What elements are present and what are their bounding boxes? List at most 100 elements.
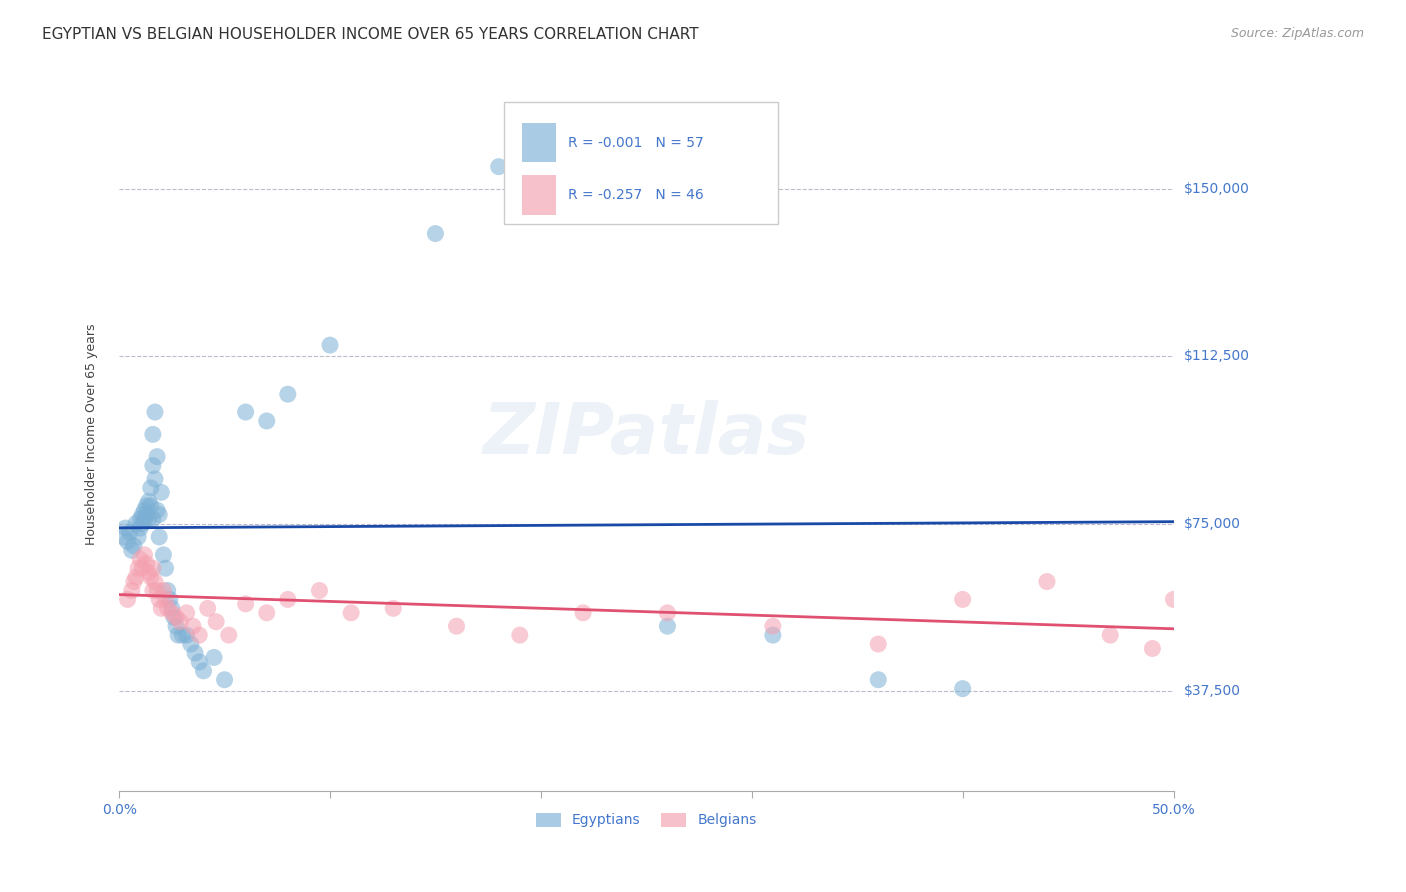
Point [148, 530, 170, 544]
Point [180, 637, 202, 651]
Point [509, 628, 531, 642]
Point [152, 583, 174, 598]
Point [1099, 628, 1122, 642]
Point [340, 606, 363, 620]
Point [446, 619, 468, 633]
Point [125, 570, 148, 584]
Point [167, 628, 190, 642]
Point [150, 601, 173, 615]
Point [169, 615, 191, 629]
Text: $150,000: $150,000 [1184, 182, 1250, 196]
Point [657, 619, 679, 633]
Point [165, 610, 187, 624]
Point [308, 583, 330, 598]
Point [1036, 574, 1059, 589]
Point [202, 650, 225, 665]
Point [218, 628, 240, 642]
Point [135, 499, 157, 513]
Point [163, 610, 186, 624]
Point [256, 606, 278, 620]
Point [382, 601, 405, 615]
Point [868, 673, 890, 687]
Point [138, 512, 160, 526]
Point [176, 606, 198, 620]
Point [176, 628, 198, 642]
Point [127, 530, 149, 544]
Point [165, 619, 187, 633]
FancyBboxPatch shape [522, 123, 555, 162]
Text: R = -0.001   N = 57: R = -0.001 N = 57 [568, 136, 704, 150]
Point [235, 597, 257, 611]
Point [181, 619, 204, 633]
Point [572, 606, 595, 620]
Point [160, 601, 183, 615]
Text: Source: ZipAtlas.com: Source: ZipAtlas.com [1230, 27, 1364, 40]
Point [112, 530, 135, 544]
Point [143, 405, 166, 419]
Point [129, 521, 152, 535]
Point [188, 655, 211, 669]
Point [142, 561, 165, 575]
Point [142, 583, 165, 598]
Point [148, 508, 170, 522]
Point [256, 414, 278, 428]
Y-axis label: Householder Income Over 65 years: Householder Income Over 65 years [86, 324, 98, 545]
Point [131, 561, 153, 575]
Point [488, 160, 510, 174]
Point [197, 601, 219, 615]
Point [134, 503, 156, 517]
Point [129, 552, 152, 566]
Text: $112,500: $112,500 [1184, 350, 1250, 363]
Point [277, 592, 299, 607]
Point [131, 508, 153, 522]
Point [184, 646, 207, 660]
Point [118, 525, 141, 540]
Text: R = -0.257   N = 46: R = -0.257 N = 46 [568, 188, 704, 202]
Point [952, 681, 974, 696]
Point [156, 583, 179, 598]
Point [117, 592, 139, 607]
Point [868, 637, 890, 651]
Point [155, 592, 177, 607]
Point [762, 619, 785, 633]
Point [1142, 641, 1164, 656]
Point [122, 574, 145, 589]
Point [172, 628, 194, 642]
Point [205, 615, 228, 629]
Text: $75,000: $75,000 [1184, 516, 1241, 531]
Point [1163, 592, 1185, 607]
Text: EGYPTIAN VS BELGIAN HOUSEHOLDER INCOME OVER 65 YEARS CORRELATION CHART: EGYPTIAN VS BELGIAN HOUSEHOLDER INCOME O… [42, 27, 699, 42]
Point [142, 427, 165, 442]
Point [138, 566, 160, 580]
Point [146, 503, 169, 517]
Text: ZIPatlas: ZIPatlas [482, 400, 810, 469]
Point [952, 592, 974, 607]
Point [134, 548, 156, 562]
Text: $37,500: $37,500 [1184, 684, 1241, 698]
Point [319, 338, 342, 352]
Point [121, 583, 143, 598]
FancyBboxPatch shape [503, 103, 778, 224]
Point [135, 508, 157, 522]
Point [117, 534, 139, 549]
Point [235, 405, 257, 419]
Point [657, 606, 679, 620]
Point [146, 450, 169, 464]
Point [134, 512, 156, 526]
Point [156, 601, 179, 615]
Point [188, 628, 211, 642]
Point [155, 561, 177, 575]
Point [530, 137, 553, 152]
Point [214, 673, 236, 687]
Point [146, 583, 169, 598]
Point [139, 481, 162, 495]
Point [160, 606, 183, 620]
Point [135, 557, 157, 571]
Point [159, 592, 181, 607]
Point [150, 485, 173, 500]
Point [122, 539, 145, 553]
Point [121, 543, 143, 558]
Point [114, 521, 136, 535]
Point [129, 512, 152, 526]
Point [143, 472, 166, 486]
